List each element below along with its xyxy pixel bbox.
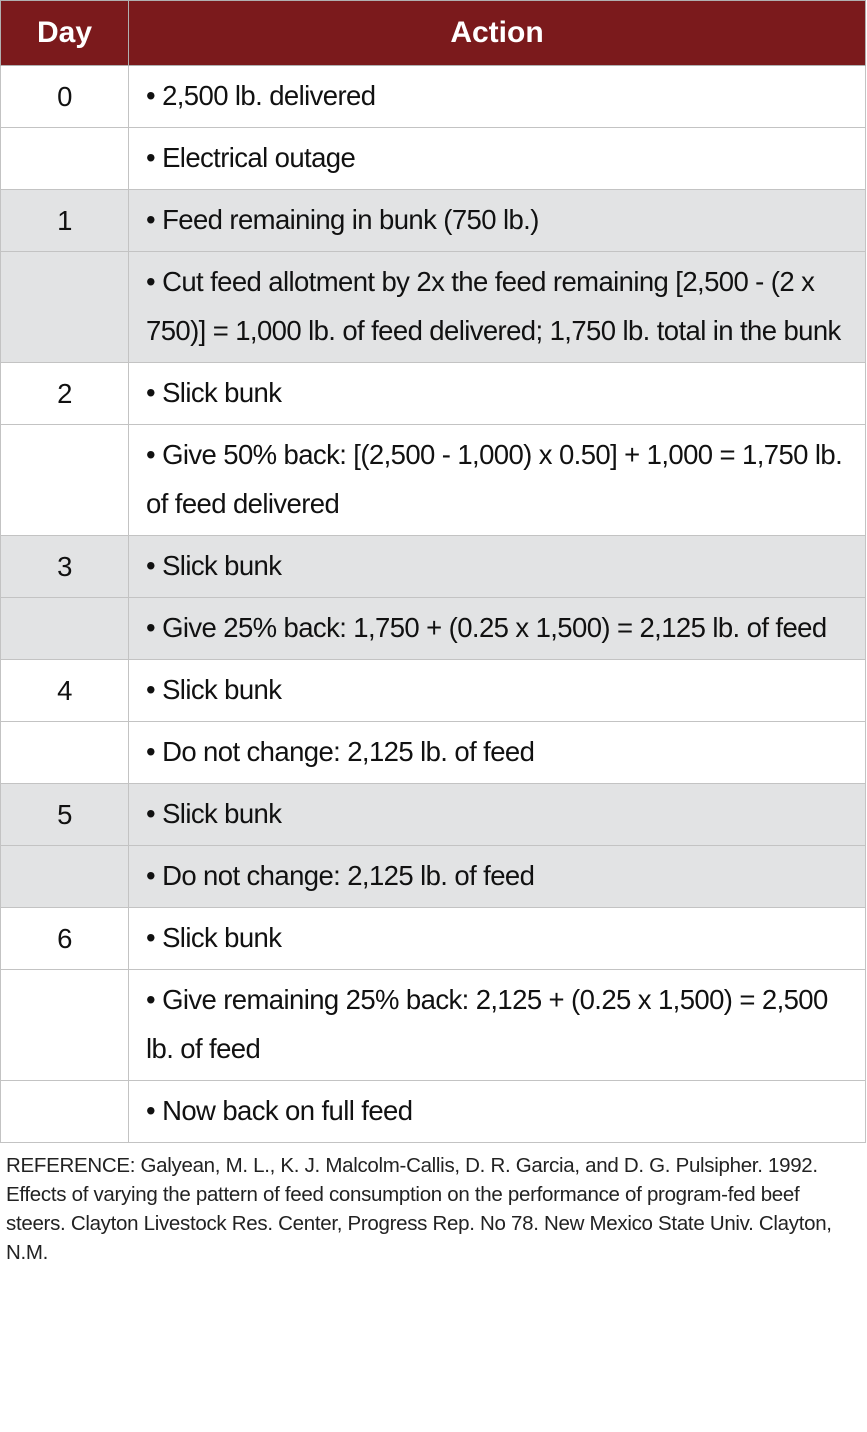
table-row: 6 • Slick bunk: [0, 907, 866, 970]
action-cell: • Do not change: 2,125 lb. of feed: [128, 845, 866, 908]
table-row: 4 • Slick bunk: [0, 659, 866, 722]
day-cell: 0: [0, 65, 129, 128]
table-row: • Give remaining 25% back: 2,125 + (0.25…: [0, 969, 866, 1081]
day-cell: [0, 251, 129, 363]
table-row: 0 • 2,500 lb. delivered: [0, 65, 866, 128]
day-cell: [0, 597, 129, 660]
action-cell: • Now back on full feed: [128, 1080, 866, 1143]
feeding-schedule-table: Day Action 0 • 2,500 lb. delivered • Elect…: [0, 0, 866, 1143]
table-row: • Do not change: 2,125 lb. of feed: [0, 721, 866, 784]
day-cell: [0, 127, 129, 190]
action-cell: • Slick bunk: [128, 362, 866, 425]
action-cell: • Give 25% back: 1,750 + (0.25 x 1,500) …: [128, 597, 866, 660]
action-cell: • 2,500 lb. delivered: [128, 65, 866, 128]
day-cell: 1: [0, 189, 129, 252]
table-row: • Electrical outage: [0, 127, 866, 190]
table-row: • Do not change: 2,125 lb. of feed: [0, 845, 866, 908]
action-cell: • Cut feed allotment by 2x the feed rema…: [128, 251, 866, 363]
table-header-row: Day Action: [0, 0, 866, 66]
action-cell: • Slick bunk: [128, 907, 866, 970]
action-cell: • Electrical outage: [128, 127, 866, 190]
table-row: 2 • Slick bunk: [0, 362, 866, 425]
header-day: Day: [0, 0, 129, 66]
table-row: 1 • Feed remaining in bunk (750 lb.): [0, 189, 866, 252]
table-row: • Give 50% back: [(2,500 - 1,000) x 0.50…: [0, 424, 866, 536]
action-cell: • Do not change: 2,125 lb. of feed: [128, 721, 866, 784]
reference-note: REFERENCE: Galyean, M. L., K. J. Malcolm…: [6, 1154, 832, 1264]
action-cell: • Slick bunk: [128, 783, 866, 846]
day-cell: [0, 969, 129, 1081]
table-row: • Now back on full feed: [0, 1080, 866, 1143]
day-cell: 3: [0, 535, 129, 598]
table-row: 5 • Slick bunk: [0, 783, 866, 846]
day-cell: [0, 1080, 129, 1143]
day-cell: 6: [0, 907, 129, 970]
action-cell: • Feed remaining in bunk (750 lb.): [128, 189, 866, 252]
action-cell: • Give 50% back: [(2,500 - 1,000) x 0.50…: [128, 424, 866, 536]
action-cell: • Slick bunk: [128, 535, 866, 598]
table-row: 3 • Slick bunk: [0, 535, 866, 598]
action-cell: • Give remaining 25% back: 2,125 + (0.25…: [128, 969, 866, 1081]
table-row: • Cut feed allotment by 2x the feed rema…: [0, 251, 866, 363]
day-cell: 2: [0, 362, 129, 425]
day-cell: [0, 845, 129, 908]
day-cell: [0, 424, 129, 536]
table-body: 0 • 2,500 lb. delivered • Electrical outag…: [0, 65, 866, 1143]
header-action: Action: [128, 0, 866, 66]
day-cell: 5: [0, 783, 129, 846]
day-cell: [0, 721, 129, 784]
day-cell: 4: [0, 659, 129, 722]
action-cell: • Slick bunk: [128, 659, 866, 722]
table-row: • Give 25% back: 1,750 + (0.25 x 1,500) …: [0, 597, 866, 660]
